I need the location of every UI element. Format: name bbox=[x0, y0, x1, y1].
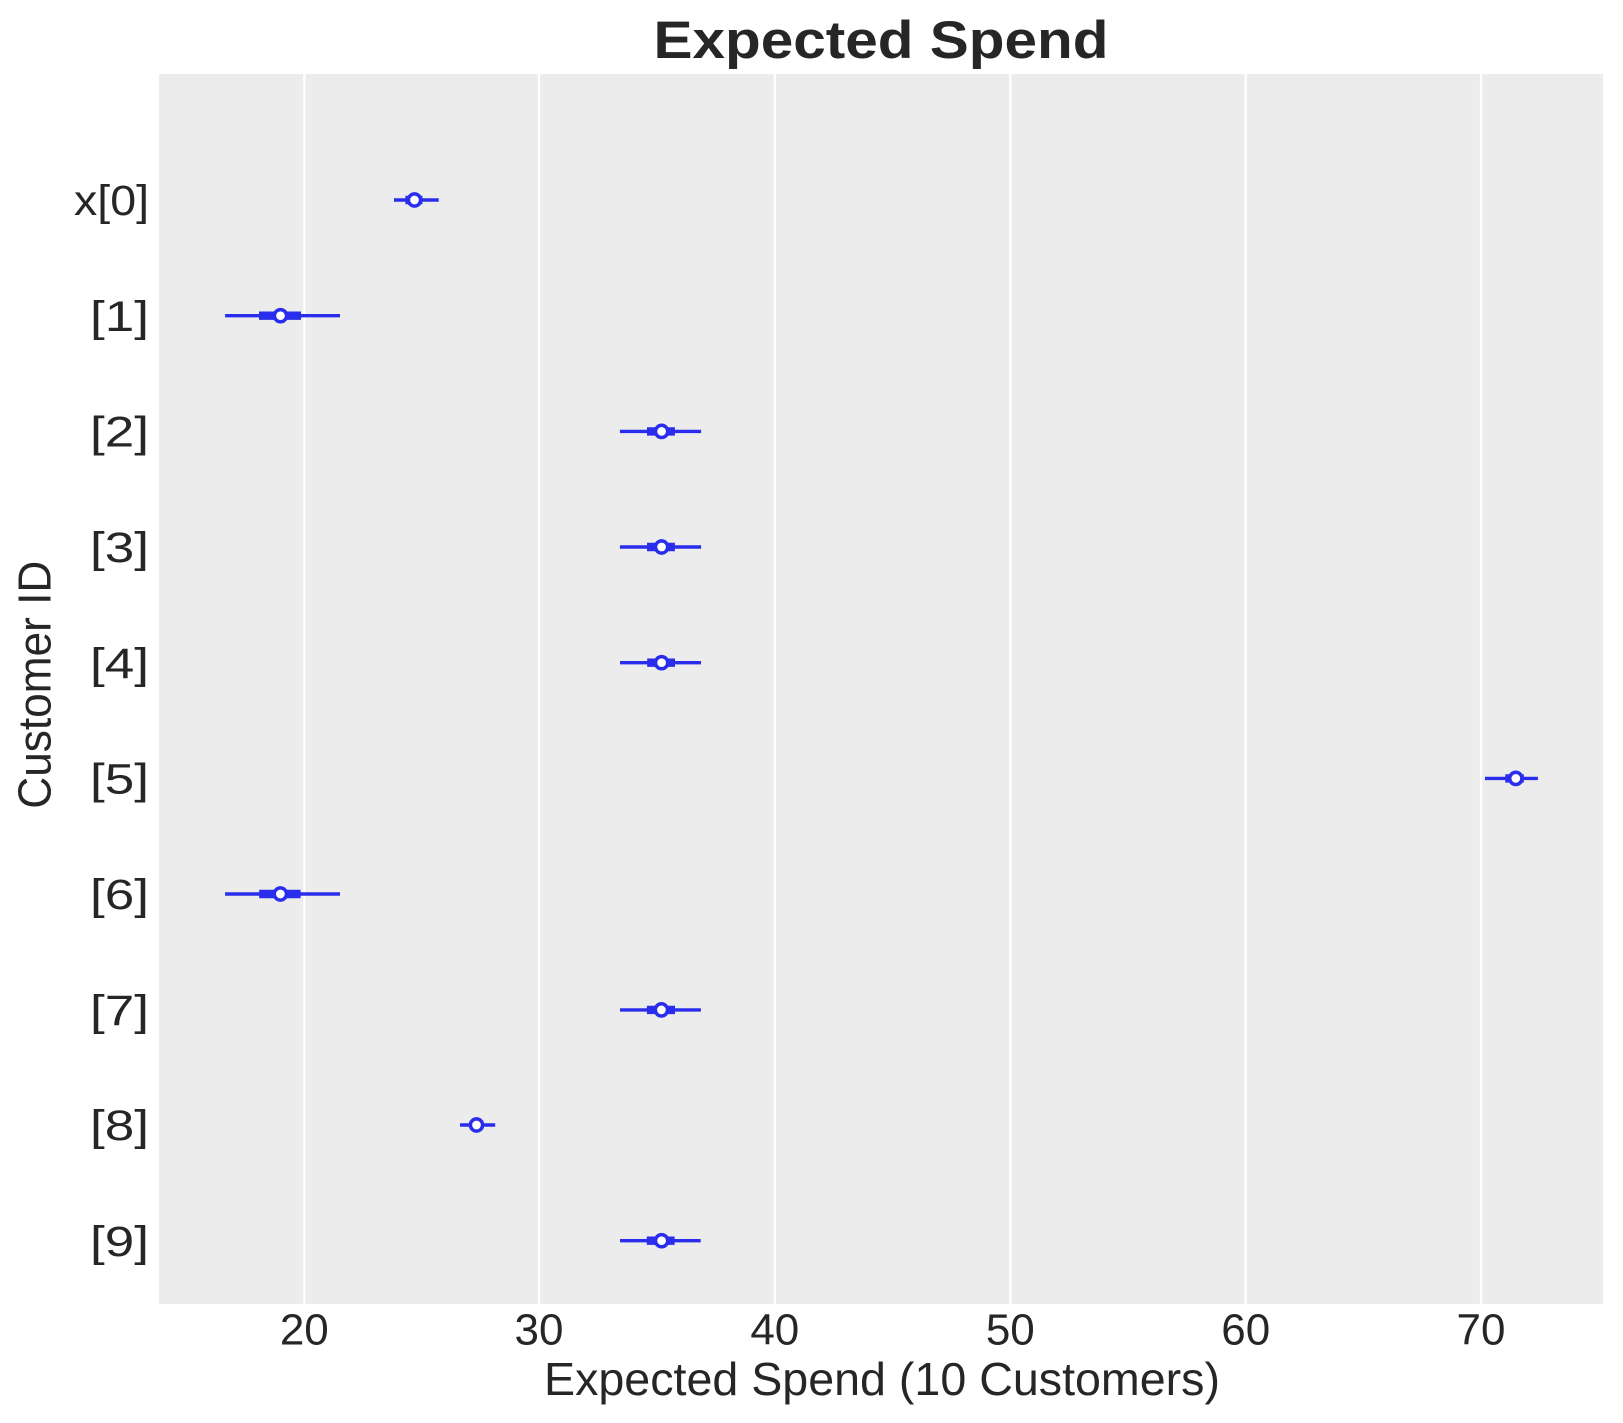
svg-text:50: 50 bbox=[986, 1306, 1035, 1355]
svg-text:[6]: [6] bbox=[90, 871, 149, 919]
svg-text:70: 70 bbox=[1457, 1306, 1506, 1355]
svg-text:[1]: [1] bbox=[90, 293, 149, 341]
svg-text:[8]: [8] bbox=[90, 1102, 149, 1150]
svg-text:[3]: [3] bbox=[90, 524, 149, 572]
svg-text:x[0]: x[0] bbox=[74, 177, 149, 225]
svg-text:20: 20 bbox=[280, 1306, 329, 1355]
svg-text:Customer ID: Customer ID bbox=[9, 561, 61, 809]
svg-text:60: 60 bbox=[1221, 1306, 1270, 1355]
svg-text:[7]: [7] bbox=[90, 987, 149, 1035]
svg-text:[2]: [2] bbox=[90, 409, 149, 457]
svg-text:40: 40 bbox=[750, 1306, 799, 1355]
svg-text:Expected Spend (10 Customers): Expected Spend (10 Customers) bbox=[544, 1353, 1220, 1405]
svg-text:30: 30 bbox=[515, 1306, 564, 1355]
svg-text:[5]: [5] bbox=[90, 756, 149, 804]
svg-text:Expected Spend: Expected Spend bbox=[654, 11, 1109, 70]
svg-text:[9]: [9] bbox=[90, 1218, 149, 1266]
svg-text:[4]: [4] bbox=[90, 640, 149, 688]
